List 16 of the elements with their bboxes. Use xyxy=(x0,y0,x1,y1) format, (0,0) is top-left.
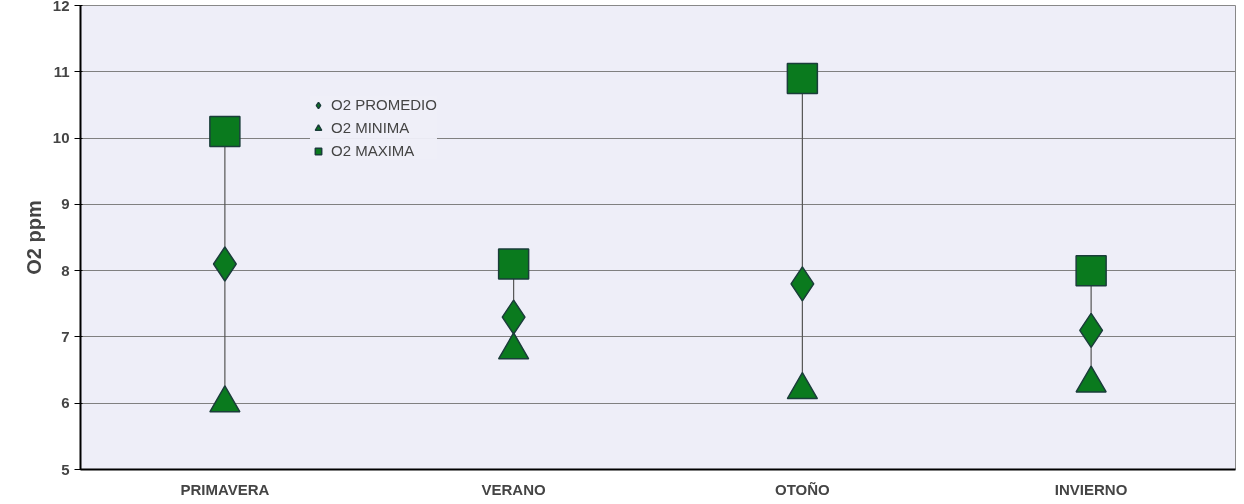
x-tick-label: PRIMAVERA xyxy=(180,480,270,498)
x-tick-label: INVIERNO xyxy=(1054,480,1128,498)
x-tick-label: OTOÑO xyxy=(775,480,831,498)
y-tick-label: 5 xyxy=(61,460,70,478)
y-tick-label: 9 xyxy=(61,195,70,213)
y-axis-title: O2 ppm xyxy=(22,200,45,275)
legend-label: O2 MAXIMA xyxy=(331,142,415,159)
y-tick-label: 12 xyxy=(52,0,70,14)
legend-label: O2 MINIMA xyxy=(331,119,410,136)
legend-label: O2 PROMEDIO xyxy=(331,96,437,113)
y-tick-label: 6 xyxy=(61,394,70,412)
y-tick-label: 11 xyxy=(53,62,70,80)
y-tick-label: 10 xyxy=(52,129,70,147)
y-tick-label: 8 xyxy=(61,261,70,279)
y-tick-label: 7 xyxy=(61,327,70,345)
x-tick-label: VERANO xyxy=(481,480,547,498)
